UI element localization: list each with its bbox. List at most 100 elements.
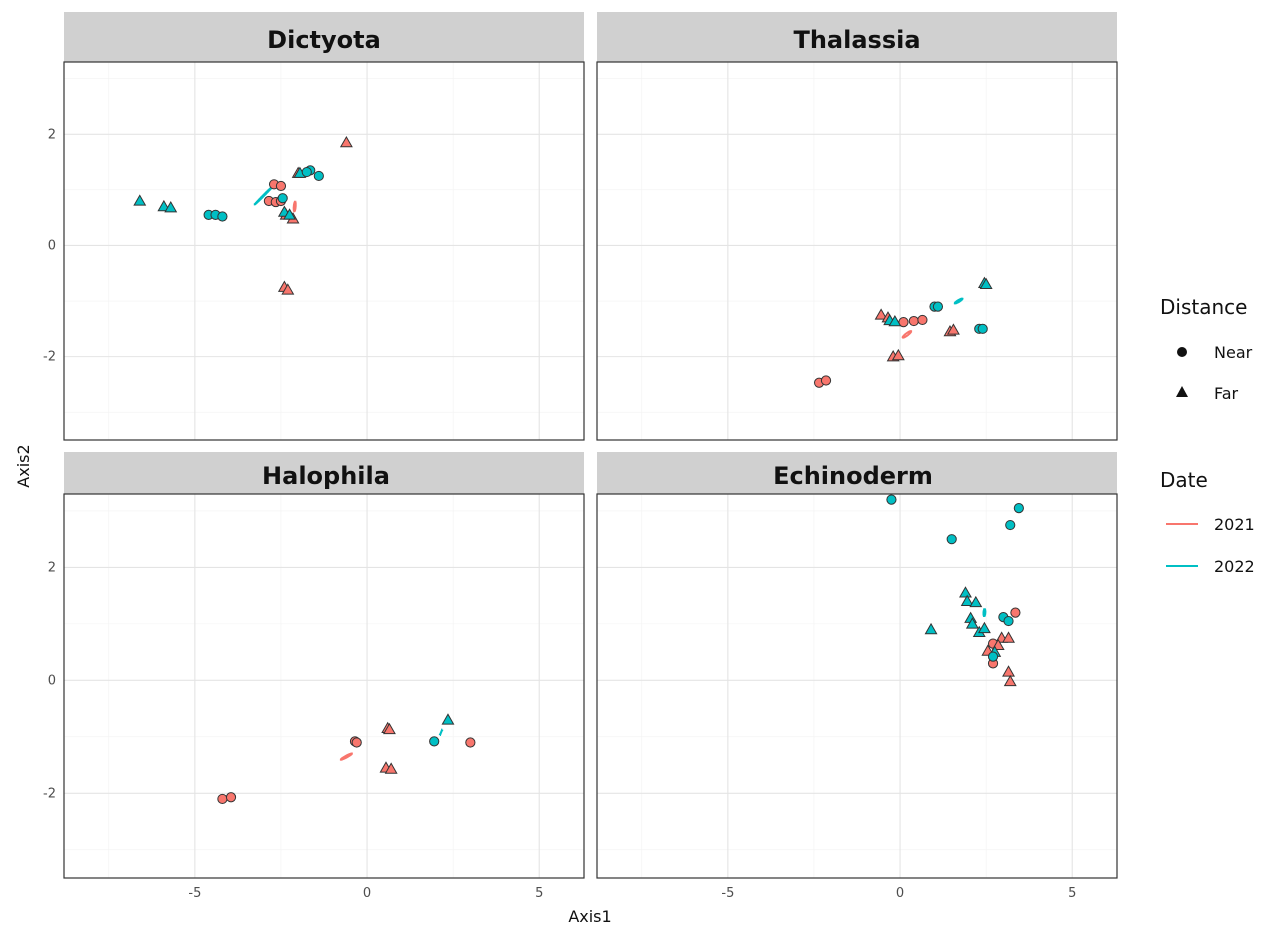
point-near-2021 — [217, 793, 228, 805]
point-near-2021 — [1010, 607, 1021, 618]
point-near-2022 — [1003, 615, 1014, 627]
point-near-2021 — [351, 737, 362, 748]
panel-border — [596, 493, 1118, 879]
point-far-2021 — [891, 348, 905, 361]
panel-border — [63, 61, 585, 441]
plot-area — [64, 494, 584, 878]
x-tick-label: -5 — [721, 886, 734, 901]
point-far-2021 — [874, 308, 888, 320]
legend-key-near-circle — [1177, 347, 1187, 357]
panel-border — [596, 61, 1118, 441]
plot-background — [64, 62, 584, 440]
strip-bg — [64, 452, 584, 494]
legend-label: Near — [1214, 343, 1253, 362]
confidence-ellipse-2021 — [901, 330, 913, 339]
point-far-2021 — [946, 323, 960, 335]
legend-label: 2022 — [1214, 557, 1255, 576]
point-far-2021 — [339, 135, 353, 148]
point-far-2021 — [1003, 674, 1017, 687]
point-near-2021 — [908, 315, 919, 327]
point-far-2022 — [979, 277, 993, 290]
point-near-2022 — [1013, 503, 1024, 514]
point-near-2022 — [932, 301, 944, 312]
point-far-2021 — [382, 722, 396, 735]
plot-area — [597, 62, 1117, 440]
plot-area — [64, 62, 584, 440]
legend-date: Date 2021 2022 — [1160, 468, 1255, 576]
plot-background — [64, 494, 584, 878]
panel-title: Thalassia — [793, 26, 920, 54]
y-axis-title: Axis2 — [14, 444, 33, 487]
point-near-2022 — [277, 193, 288, 204]
legend-key-far-triangle — [1176, 386, 1188, 397]
point-far-2022 — [164, 201, 178, 213]
y-tick-label: -2 — [43, 350, 56, 365]
plot-background — [597, 494, 1117, 878]
point-near-2022 — [886, 494, 897, 505]
panel-border — [63, 493, 585, 879]
point-far-2021 — [1002, 631, 1015, 643]
point-near-2022 — [977, 323, 988, 334]
y-tick-label: 2 — [48, 127, 56, 142]
y-tick-label: 0 — [48, 673, 56, 688]
point-near-2022 — [1005, 519, 1016, 531]
y-tick-label: -2 — [43, 786, 56, 801]
plot-background — [597, 62, 1117, 440]
point-near-2022 — [301, 166, 312, 178]
plot-area — [597, 494, 1117, 878]
legend-distance: Distance Near Far — [1160, 295, 1253, 403]
confidence-ellipse-2021 — [339, 752, 353, 761]
point-far-2022 — [924, 622, 938, 635]
confidence-ellipse-2022 — [438, 728, 444, 736]
panel-dictyota: Dictyota — [63, 12, 585, 441]
point-near-2022 — [946, 534, 957, 545]
legend-title: Distance — [1160, 295, 1247, 319]
point-far-2022 — [888, 314, 902, 327]
point-near-2021 — [275, 180, 287, 192]
confidence-ellipse-2022 — [982, 608, 987, 617]
point-far-2022 — [959, 586, 972, 598]
panel-title: Echinoderm — [773, 462, 933, 490]
point-near-2021 — [820, 375, 832, 386]
point-far-2021 — [384, 762, 398, 774]
point-far-2022 — [965, 617, 979, 629]
x-axis-title: Axis1 — [568, 907, 611, 925]
strip-bg — [597, 12, 1117, 62]
point-near-2021 — [465, 737, 476, 748]
point-far-2022 — [283, 208, 297, 220]
point-near-2021 — [225, 792, 237, 803]
confidence-ellipse-2021 — [292, 200, 297, 213]
confidence-ellipse-2022 — [953, 297, 964, 305]
point-far-2021 — [281, 283, 295, 295]
point-far-2022 — [133, 194, 147, 206]
point-far-2021 — [1002, 665, 1015, 677]
point-near-2021 — [917, 314, 928, 326]
panel-echinoderm: Echinoderm — [596, 452, 1118, 879]
y-tick-label: 2 — [48, 560, 56, 575]
panel-title: Halophila — [262, 462, 390, 490]
point-near-2022 — [313, 170, 324, 182]
strip-bg — [597, 452, 1117, 494]
confidence-ellipse-2022 — [253, 185, 274, 206]
legend-title: Date — [1160, 468, 1208, 492]
point-far-2022 — [977, 621, 991, 634]
point-near-2022 — [987, 651, 999, 662]
panel-thalassia: Thalassia — [596, 12, 1118, 441]
panel-halophila: Halophila — [63, 452, 585, 879]
x-tick-label: 5 — [1068, 886, 1076, 901]
x-tick-label: 0 — [363, 886, 371, 901]
point-far-2022 — [969, 595, 983, 608]
x-tick-label: -5 — [188, 886, 201, 901]
y-tick-label: 0 — [48, 238, 56, 253]
strip-bg — [64, 12, 584, 62]
x-tick-label: 0 — [896, 886, 904, 901]
legend-label: Far — [1214, 384, 1239, 403]
point-far-2022 — [441, 713, 455, 725]
point-near-2022 — [429, 736, 440, 747]
panel-title: Dictyota — [267, 26, 381, 54]
axis-ticks: -5 0 5 -5 0 5 -2 0 2 -2 0 2 — [43, 127, 1076, 901]
legend-label: 2021 — [1214, 515, 1255, 534]
x-tick-label: 5 — [535, 886, 543, 901]
point-far-2022 — [960, 594, 974, 606]
